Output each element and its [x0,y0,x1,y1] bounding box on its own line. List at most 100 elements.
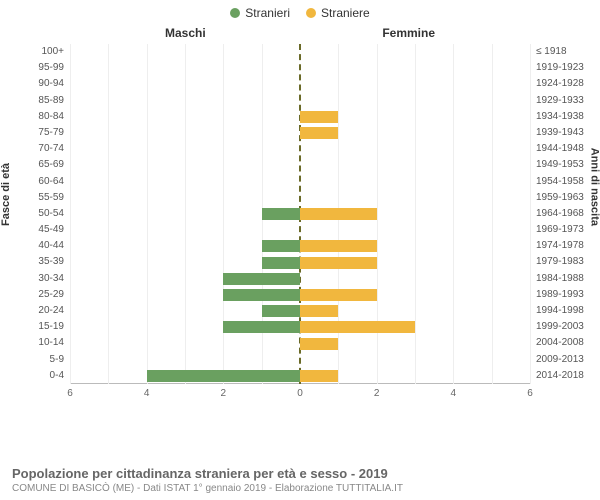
bar-female [300,257,377,269]
age-row: 30-341984-1988 [70,271,530,287]
x-tick-label: 4 [451,384,457,399]
legend-male-label: Stranieri [245,6,290,20]
bar-female [300,305,338,317]
x-tick-label: 4 [144,384,150,399]
chart-title: Popolazione per cittadinanza straniera p… [12,466,588,481]
bar-male [223,273,300,285]
birth-year-label: 2004-2008 [530,335,590,351]
x-tick-label: 2 [221,384,227,399]
age-label: 15-19 [10,319,70,335]
bar-male [223,321,300,333]
birth-year-label: 1949-1953 [530,157,590,173]
legend-female-label: Straniere [321,6,370,20]
age-row: 35-391979-1983 [70,254,530,270]
bar-female [300,127,338,139]
female-swatch [306,8,316,18]
x-tick-label: 6 [67,384,73,399]
header-male: Maschi [165,26,206,40]
age-row: 25-291989-1993 [70,287,530,303]
bar-male [147,370,300,382]
birth-year-label: 1919-1923 [530,60,590,76]
age-label: 100+ [10,44,70,60]
header-female: Femmine [382,26,435,40]
bar-female [300,338,338,350]
chart-subtitle: COMUNE DI BASICÒ (ME) - Dati ISTAT 1° ge… [12,483,588,494]
birth-year-label: 1924-1928 [530,76,590,92]
chart-area: Maschi Femmine Fasce di età Anni di nasc… [0,26,600,426]
bar-female [300,240,377,252]
legend: Stranieri Straniere [0,0,600,20]
age-label: 55-59 [10,190,70,206]
bar-female [300,208,377,220]
male-swatch [230,8,240,18]
age-row: 20-241994-1998 [70,303,530,319]
bar-male [262,208,300,220]
birth-year-label: 1984-1988 [530,271,590,287]
age-label: 90-94 [10,76,70,92]
bar-female [300,321,415,333]
age-label: 45-49 [10,222,70,238]
birth-year-label: ≤ 1918 [530,44,590,60]
age-label: 10-14 [10,335,70,351]
birth-year-label: 1969-1973 [530,222,590,238]
age-row: 80-841934-1938 [70,109,530,125]
age-row: 70-741944-1948 [70,141,530,157]
birth-year-label: 1959-1963 [530,190,590,206]
birth-year-label: 2014-2018 [530,368,590,384]
age-row: 65-691949-1953 [70,157,530,173]
age-label: 40-44 [10,238,70,254]
age-row: 75-791939-1943 [70,125,530,141]
age-label: 80-84 [10,109,70,125]
bar-male [262,305,300,317]
birth-year-label: 1974-1978 [530,238,590,254]
age-label: 75-79 [10,125,70,141]
birth-year-label: 1964-1968 [530,206,590,222]
x-tick-label: 0 [297,384,303,399]
age-label: 50-54 [10,206,70,222]
age-label: 25-29 [10,287,70,303]
bar-female [300,111,338,123]
birth-year-label: 1944-1948 [530,141,590,157]
age-row: 90-941924-1928 [70,76,530,92]
bar-male [262,240,300,252]
bar-female [300,289,377,301]
age-row: 100+≤ 1918 [70,44,530,60]
footer: Popolazione per cittadinanza straniera p… [12,466,588,494]
age-row: 85-891929-1933 [70,93,530,109]
birth-year-label: 1939-1943 [530,125,590,141]
age-label: 35-39 [10,254,70,270]
age-label: 65-69 [10,157,70,173]
age-row: 15-191999-2003 [70,319,530,335]
age-row: 5-92009-2013 [70,352,530,368]
birth-year-label: 1954-1958 [530,174,590,190]
plot: 6420246100+≤ 191895-991919-192390-941924… [70,44,530,384]
age-row: 60-641954-1958 [70,174,530,190]
birth-year-label: 1934-1938 [530,109,590,125]
birth-year-label: 1989-1993 [530,287,590,303]
legend-item-male: Stranieri [230,6,290,20]
bar-male [223,289,300,301]
age-row: 10-142004-2008 [70,335,530,351]
age-row: 95-991919-1923 [70,60,530,76]
age-label: 85-89 [10,93,70,109]
birth-year-label: 1979-1983 [530,254,590,270]
age-label: 30-34 [10,271,70,287]
age-label: 95-99 [10,60,70,76]
age-label: 60-64 [10,174,70,190]
birth-year-label: 2009-2013 [530,352,590,368]
age-row: 40-441974-1978 [70,238,530,254]
age-label: 70-74 [10,141,70,157]
birth-year-label: 1999-2003 [530,319,590,335]
bar-female [300,370,338,382]
bar-male [262,257,300,269]
age-row: 55-591959-1963 [70,190,530,206]
age-label: 5-9 [10,352,70,368]
birth-year-label: 1994-1998 [530,303,590,319]
x-tick-label: 6 [527,384,533,399]
age-row: 50-541964-1968 [70,206,530,222]
birth-year-label: 1929-1933 [530,93,590,109]
age-row: 45-491969-1973 [70,222,530,238]
legend-item-female: Straniere [306,6,370,20]
age-label: 0-4 [10,368,70,384]
age-label: 20-24 [10,303,70,319]
